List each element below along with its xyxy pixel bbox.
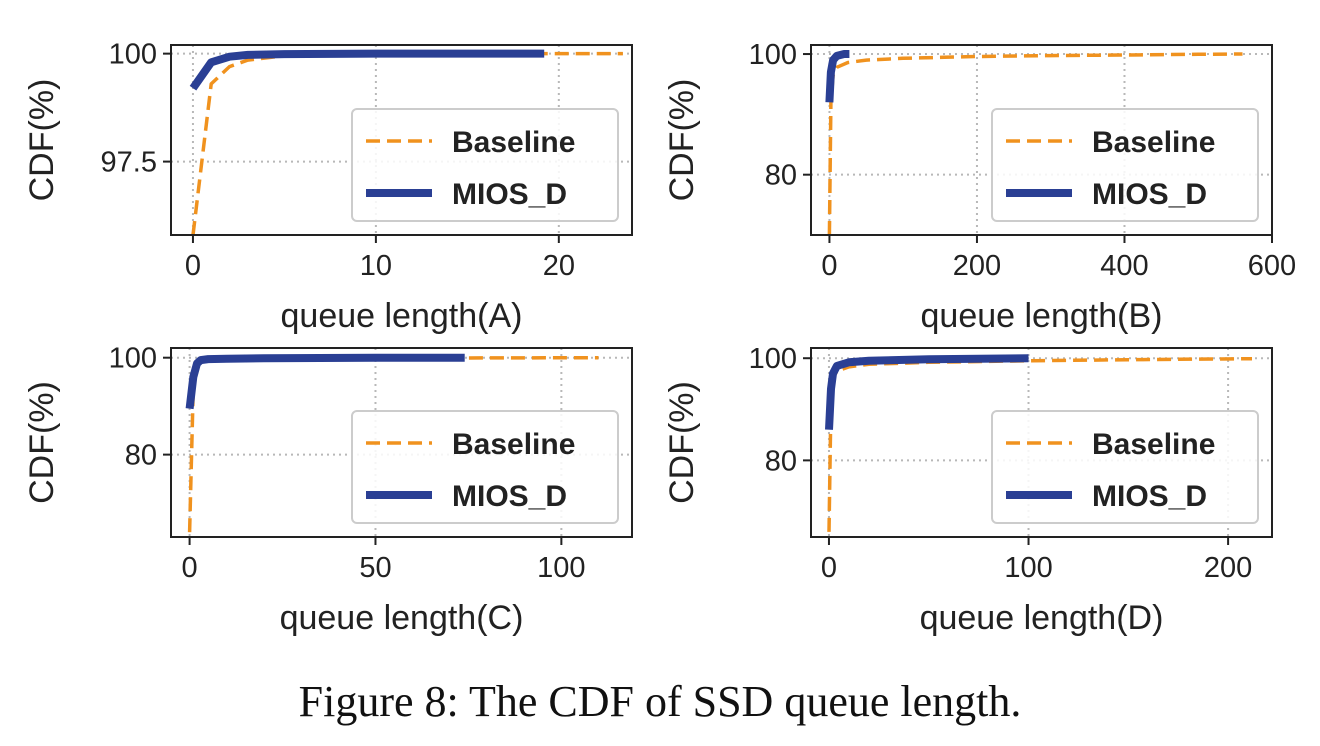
legend-label-baseline: Baseline	[452, 126, 575, 159]
x-tick-label-0: 0	[821, 552, 837, 584]
series-line-mios-d	[185, 353, 465, 410]
series-line-mios-d	[189, 49, 545, 91]
plot-frame	[810, 347, 1273, 538]
x-tick-label-0: 0	[185, 250, 201, 282]
chart-panel-4: 0 100 200 80 100 queue length(D) CDF(%) Baselin…	[663, 343, 1273, 637]
legend-label-mios-d: MIOS_D	[452, 480, 567, 513]
chart-panel-3: 0 50 100 80 100 queue length(C) CDF(%) Baseline…	[23, 343, 633, 637]
x-axis-label: queue length(C)	[280, 599, 524, 637]
y-tick-label-1: 100	[109, 39, 157, 71]
chart-panel-1: 0 10 20 97.5 100 queue length(A) CDF(%) Baselin…	[23, 39, 633, 335]
series-line-mios-d	[825, 354, 1029, 430]
y-axis-label: CDF(%)	[663, 381, 701, 504]
legend-label-baseline: Baseline	[1092, 428, 1215, 461]
y-tick-label-1: 100	[109, 343, 157, 375]
x-axis-label: queue length(D)	[920, 599, 1164, 637]
y-axis-label: CDF(%)	[23, 381, 61, 504]
x-axis-label: queue length(A)	[281, 297, 523, 335]
x-tick-label-2: 100	[537, 552, 585, 584]
x-tick-label-1: 100	[1004, 552, 1052, 584]
y-tick-label-1: 100	[749, 343, 797, 375]
y-tick-label-0: 80	[765, 160, 797, 192]
x-axis-label: queue length(B)	[921, 297, 1163, 335]
x-tick-label-2: 20	[543, 250, 575, 282]
x-tick-label-3: 600	[1248, 250, 1296, 282]
x-tick-label-1: 50	[359, 552, 391, 584]
legend-label-baseline: Baseline	[1092, 126, 1215, 159]
y-tick-label-0: 97.5	[101, 147, 157, 179]
plot-frame	[170, 347, 633, 538]
y-axis-label: CDF(%)	[663, 79, 701, 202]
x-tick-label-0: 0	[821, 250, 837, 282]
x-tick-label-1: 200	[953, 250, 1001, 282]
y-tick-label-1: 100	[749, 39, 797, 71]
legend-label-mios-d: MIOS_D	[1092, 178, 1207, 211]
series-line-baseline	[827, 356, 1253, 532]
x-tick-label-1: 10	[360, 250, 392, 282]
chart-panel-2: 0 200 400 600 80 100 queue length(B) CDF(%) Base…	[663, 39, 1296, 335]
plot-frame	[170, 44, 633, 236]
y-axis-label: CDF(%)	[23, 79, 61, 202]
x-tick-label-0: 0	[182, 552, 198, 584]
y-tick-label-0: 80	[765, 445, 797, 477]
series-line-mios-d	[825, 50, 850, 103]
legend-label-mios-d: MIOS_D	[452, 178, 567, 211]
x-tick-label-2: 200	[1204, 552, 1252, 584]
legend-label-baseline: Baseline	[452, 428, 575, 461]
y-tick-label-0: 80	[125, 440, 157, 472]
plot-frame	[810, 44, 1273, 236]
legend-label-mios-d: MIOS_D	[1092, 480, 1207, 513]
figure-caption: Figure 8: The CDF of SSD queue length.	[298, 677, 1022, 726]
x-tick-label-2: 400	[1100, 250, 1148, 282]
